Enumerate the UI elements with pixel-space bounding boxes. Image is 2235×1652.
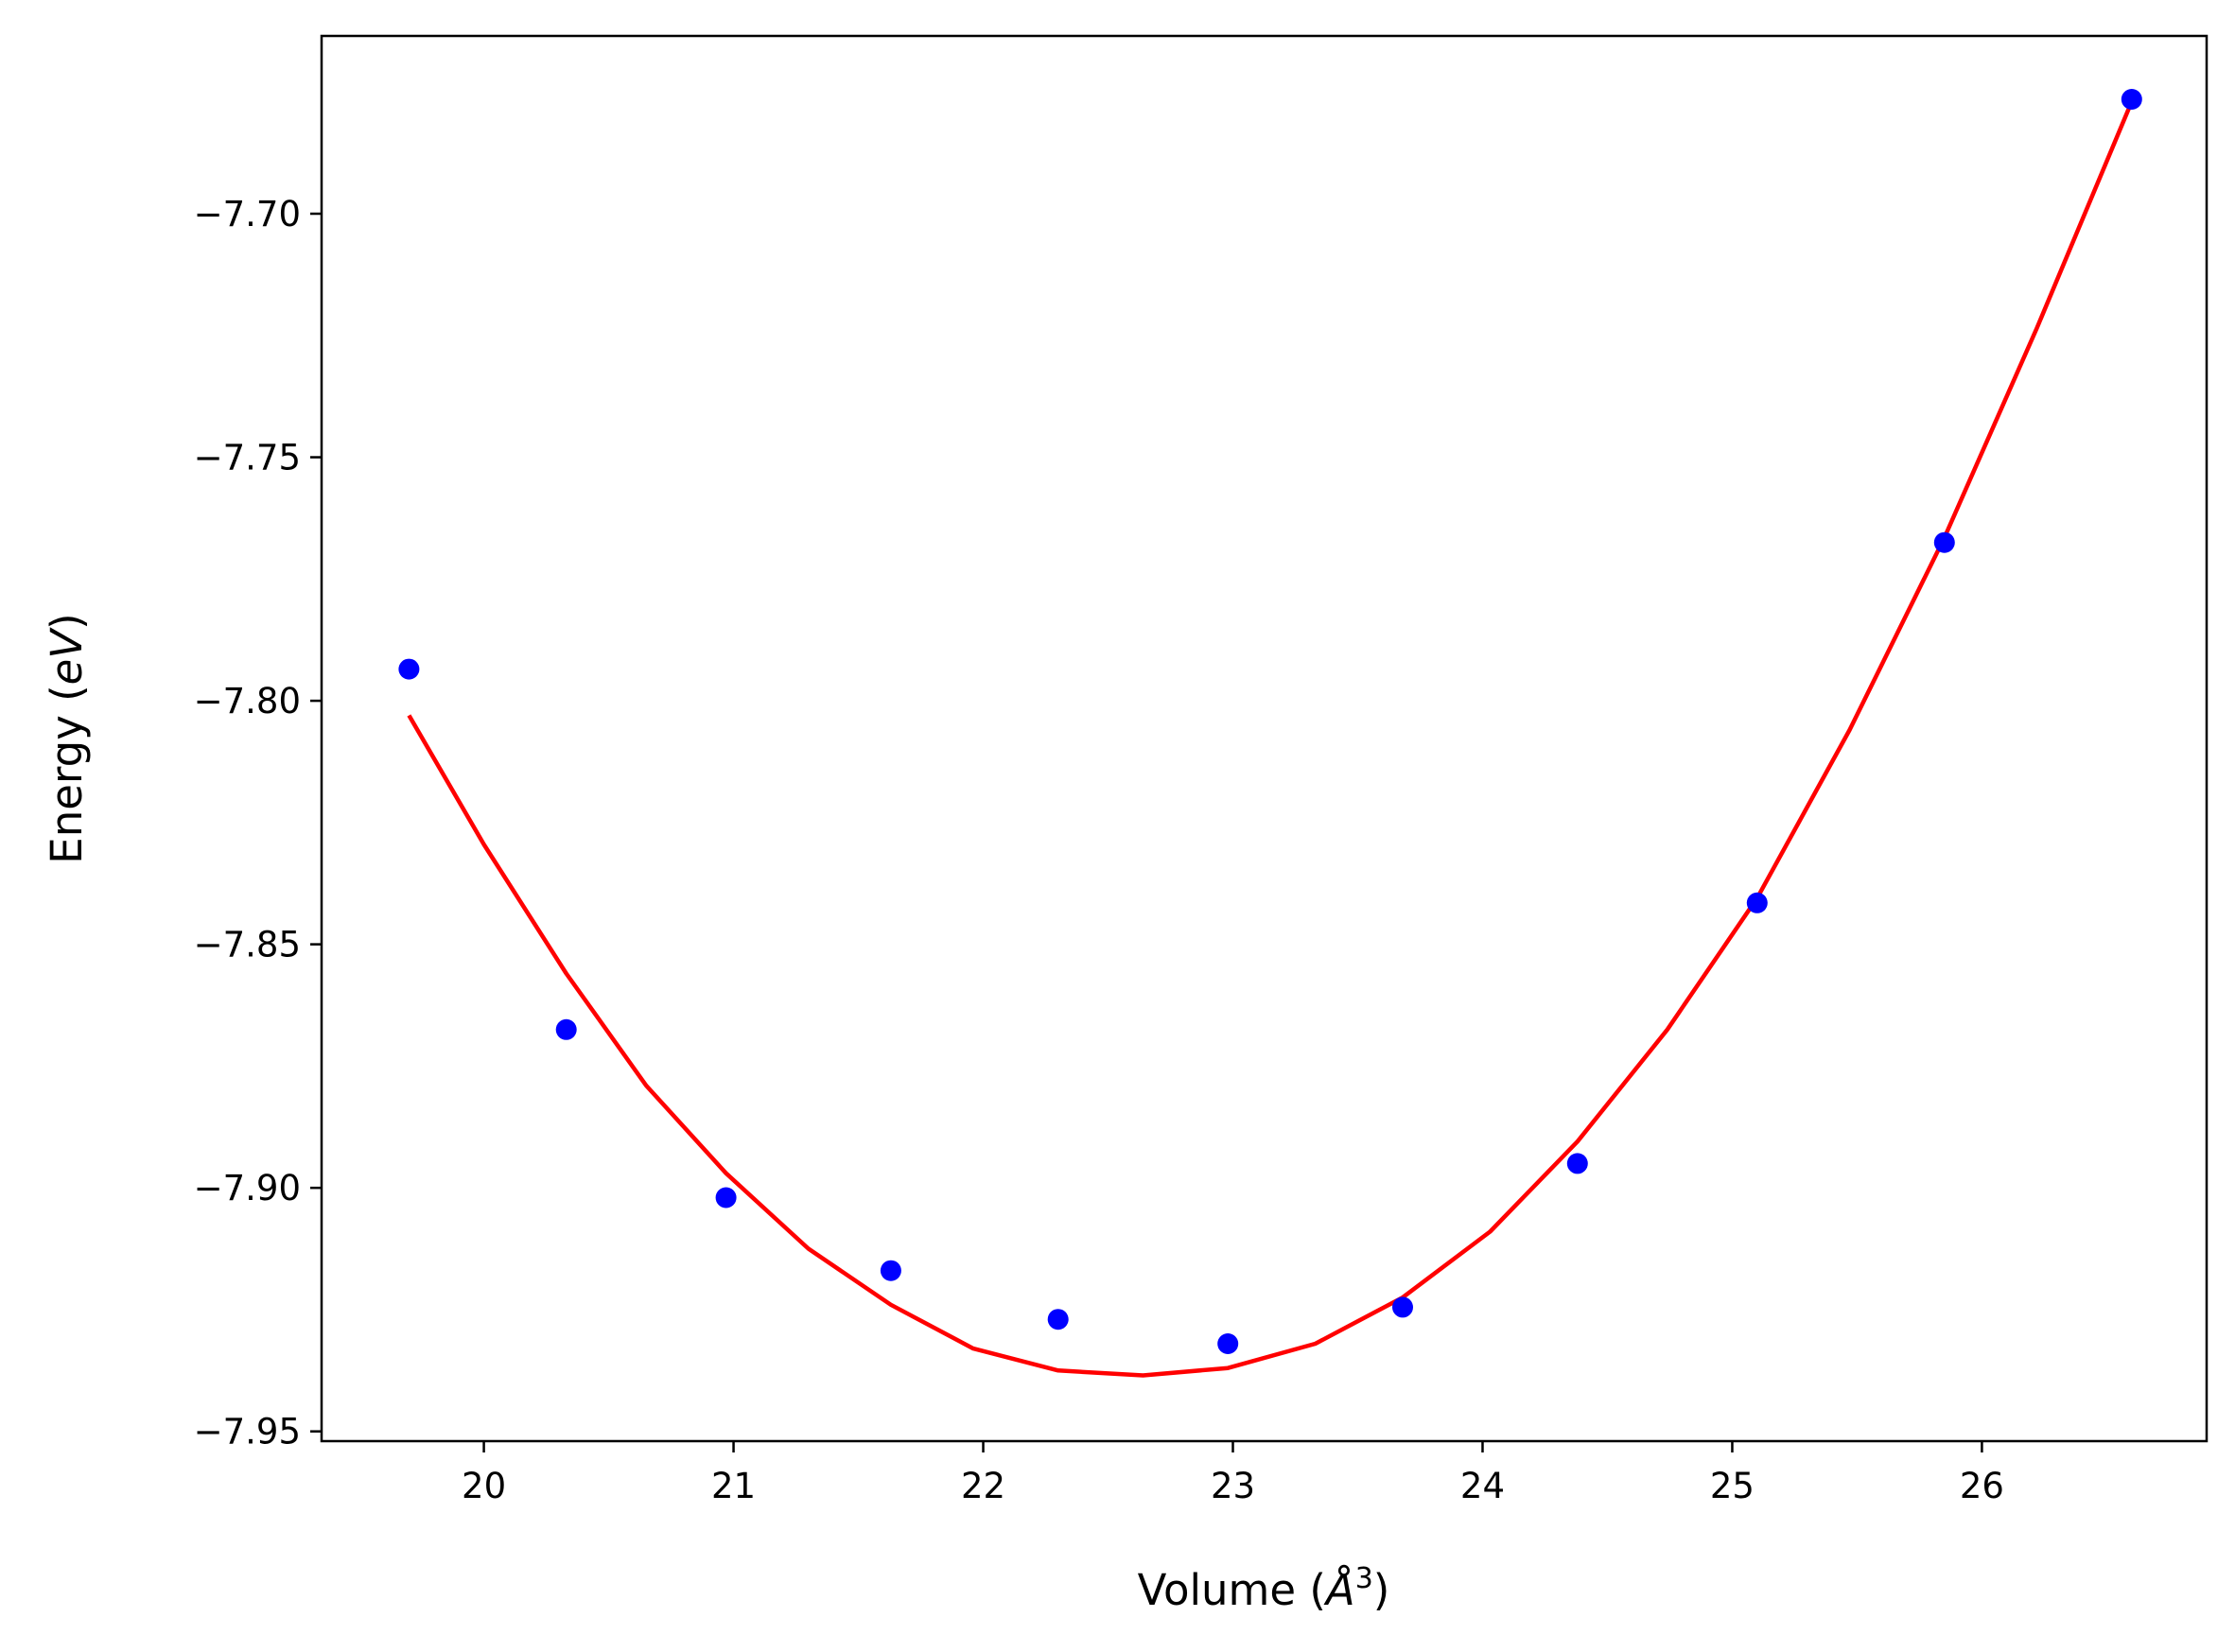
data-point bbox=[1392, 1296, 1413, 1318]
x-tick-label: 20 bbox=[462, 1466, 506, 1506]
y-tick-label: −7.85 bbox=[194, 925, 301, 965]
data-point bbox=[880, 1260, 901, 1281]
x-tick-label: 25 bbox=[1710, 1466, 1755, 1506]
x-tick-label: 22 bbox=[961, 1466, 1005, 1506]
y-axis-ticks: −7.70 −7.75 −7.80 −7.85 −7.90 −7.95 bbox=[194, 194, 322, 1452]
fit-curve-line bbox=[407, 100, 2134, 1378]
data-point bbox=[1566, 1153, 1588, 1174]
x-axis-label-text: Volume ( bbox=[1138, 1565, 1326, 1615]
y-axis-label-unit: eV bbox=[42, 627, 92, 686]
x-tick-label: 23 bbox=[1211, 1466, 1255, 1506]
y-tick-label: −7.95 bbox=[194, 1412, 301, 1452]
y-axis-label-text: Energy ( bbox=[42, 685, 92, 863]
x-tick-label: 24 bbox=[1460, 1466, 1505, 1506]
data-point bbox=[555, 1018, 577, 1040]
x-axis-label-close: ) bbox=[1373, 1565, 1390, 1615]
y-tick-label: −7.75 bbox=[194, 438, 301, 478]
data-point bbox=[1933, 531, 1955, 553]
x-tick-label: 26 bbox=[1960, 1466, 2004, 1506]
data-point bbox=[1217, 1333, 1239, 1354]
data-point bbox=[1746, 892, 1768, 913]
y-axis-label: Energy (eV) bbox=[42, 613, 92, 863]
data-point bbox=[2121, 89, 2142, 110]
plot-frame bbox=[320, 34, 2209, 1443]
plot-marks bbox=[398, 89, 2142, 1378]
y-axis-label-close: ) bbox=[42, 613, 92, 630]
x-axis-label-exponent: 3 bbox=[1355, 1562, 1373, 1595]
x-axis-ticks: 20 21 22 23 24 25 26 bbox=[462, 1441, 2004, 1506]
x-axis-label-unit: Å bbox=[1323, 1565, 1355, 1615]
y-tick-label: −7.70 bbox=[194, 194, 301, 235]
y-tick-label: −7.90 bbox=[194, 1168, 301, 1209]
data-point bbox=[398, 658, 420, 680]
x-axis-label: Volume (Å3) bbox=[1138, 1562, 1390, 1615]
x-tick-label: 21 bbox=[711, 1466, 756, 1506]
data-point bbox=[1047, 1309, 1069, 1330]
y-tick-label: −7.80 bbox=[194, 681, 301, 722]
data-point bbox=[715, 1187, 737, 1209]
